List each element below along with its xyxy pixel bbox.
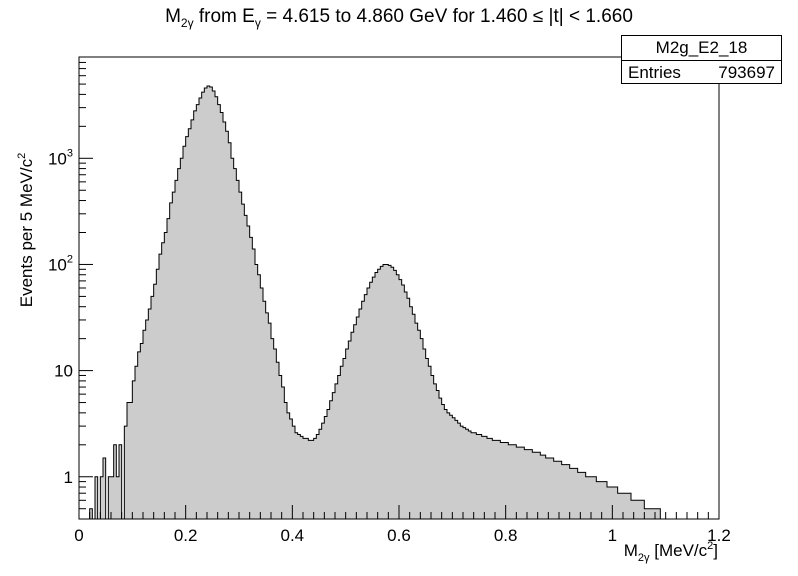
y-axis-label: Events per 5 MeV/c2	[16, 153, 36, 307]
x-axis-label: M2γ [MeV/c2]	[624, 540, 718, 564]
x-tick-label: 0.2	[174, 526, 198, 545]
chart-title: M2γ from Eγ = 4.615 to 4.860 GeV for 1.4…	[165, 6, 633, 30]
x-tick-label: 1	[608, 526, 617, 545]
histogram-fill	[79, 85, 703, 519]
x-tick-label: 0.6	[387, 526, 411, 545]
histogram-outline	[79, 85, 703, 520]
y-tick-label: 10	[54, 362, 73, 381]
x-axis: 0 0.2 0.4 0.6 0.8 1 1.2	[74, 505, 731, 545]
stats-entries-row: Entries 793697	[622, 61, 781, 85]
x-tick-label: 0.4	[281, 526, 305, 545]
stats-histogram-name: M2g_E2_18	[622, 36, 781, 61]
x-tick-label: 0.8	[494, 526, 518, 545]
x-tick-label: 0	[74, 526, 83, 545]
stats-box: M2g_E2_18 Entries 793697	[621, 35, 782, 84]
x-tick-label: 1.2	[707, 526, 731, 545]
y-tick-label: 102	[48, 253, 73, 274]
y-tick-label: 103	[48, 147, 73, 168]
y-axis: 1 10 102 103	[48, 56, 93, 520]
y-tick-label: 1	[64, 468, 73, 487]
stats-entries-value: 793697	[718, 63, 775, 82]
stats-entries-label: Entries	[628, 63, 681, 82]
